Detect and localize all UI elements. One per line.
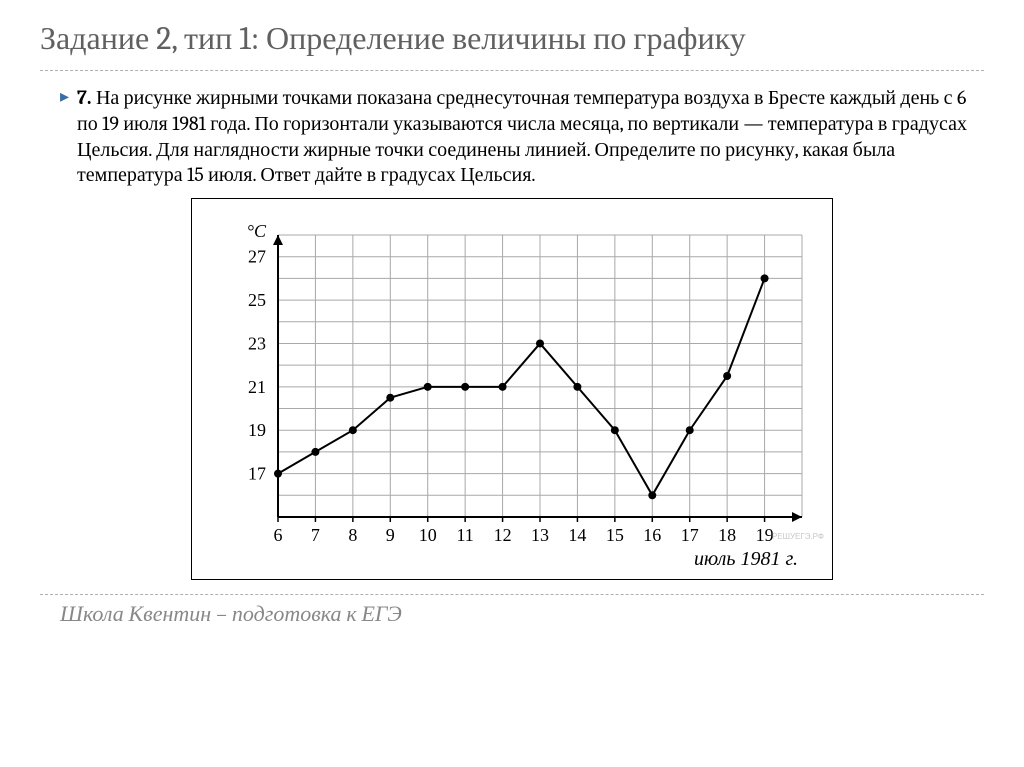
svg-text:27: 27: [248, 246, 266, 266]
page-title: Задание 2, тип 1: Определение величины п…: [40, 20, 984, 58]
svg-text:7: 7: [311, 525, 320, 545]
chart-container: 17 19 21 23 25 27 °C 6 7 8 9 10 11 12 13 14 15 16 17 18 19 ию…: [40, 198, 984, 580]
svg-text:25: 25: [248, 290, 266, 310]
svg-text:РЕШУЕГЭ.РФ: РЕШУЕГЭ.РФ: [772, 532, 824, 541]
svg-text:10: 10: [419, 525, 437, 545]
problem-text: 7. На рисунке жирными точками показана с…: [77, 85, 984, 187]
svg-text:6: 6: [274, 525, 283, 545]
svg-text:18: 18: [718, 525, 736, 545]
footer-text: Школа Квентин – подготовка к ЕГЭ: [40, 601, 984, 627]
problem-body: На рисунке жирными точками показана сред…: [77, 86, 967, 186]
svg-text:8: 8: [348, 525, 357, 545]
svg-text:17: 17: [681, 525, 699, 545]
svg-text:12: 12: [494, 525, 512, 545]
svg-text:14: 14: [568, 525, 586, 545]
bullet-icon: ▸: [60, 85, 69, 108]
svg-text:11: 11: [456, 525, 473, 545]
svg-text:°C: °C: [247, 221, 267, 241]
chart-box: 17 19 21 23 25 27 °C 6 7 8 9 10 11 12 13 14 15 16 17 18 19 ию…: [191, 198, 833, 580]
svg-text:июль 1981 г.: июль 1981 г.: [694, 548, 798, 570]
svg-text:21: 21: [248, 377, 266, 397]
footer-divider: [40, 594, 984, 595]
problem-number: 7.: [77, 86, 91, 109]
svg-text:13: 13: [531, 525, 549, 545]
temperature-chart: 17 19 21 23 25 27 °C 6 7 8 9 10 11 12 13 14 15 16 17 18 19 ию…: [192, 199, 832, 579]
problem-block: ▸ 7. На рисунке жирными точками показана…: [40, 85, 984, 187]
svg-text:19: 19: [756, 525, 774, 545]
svg-text:19: 19: [248, 420, 266, 440]
svg-text:23: 23: [248, 333, 266, 353]
svg-text:16: 16: [643, 525, 661, 545]
title-divider: [40, 70, 984, 71]
svg-text:15: 15: [606, 525, 624, 545]
svg-text:17: 17: [248, 463, 266, 483]
svg-text:9: 9: [386, 525, 395, 545]
